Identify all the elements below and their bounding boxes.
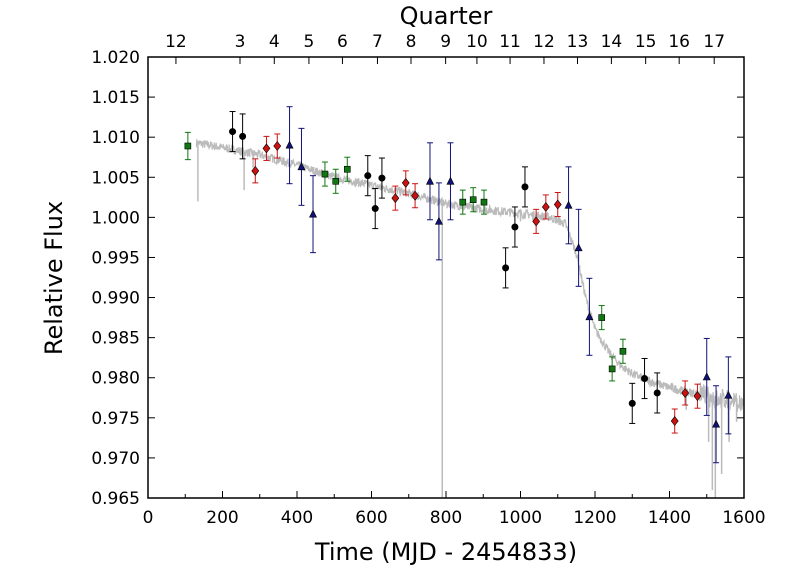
data-point-triangle — [585, 312, 594, 321]
y-tick-label: 0.965 — [91, 489, 140, 509]
data-point-triangle — [724, 390, 733, 399]
quarter-label: 15 — [635, 32, 657, 52]
x-tick-label: 1200 — [573, 508, 616, 528]
data-point-triangle — [297, 162, 306, 171]
quarter-label: 3 — [235, 32, 246, 52]
data-point-circle — [239, 132, 247, 140]
data-point-triangle — [309, 209, 318, 218]
light-curve — [195, 139, 744, 412]
quarter-label: 10 — [466, 32, 488, 52]
y-tick-label: 1.015 — [91, 88, 140, 108]
y-tick-label: 0.985 — [91, 329, 140, 349]
data-point-circle — [378, 174, 386, 182]
data-point-square — [469, 196, 477, 204]
data-point-circle — [371, 205, 379, 213]
data-point-triangle — [712, 419, 721, 428]
x-tick-label: 1600 — [722, 508, 765, 528]
y-tick-label: 1.010 — [91, 128, 140, 148]
data-point-triangle — [564, 200, 573, 209]
data-point-circle — [641, 375, 649, 383]
data-point-square — [480, 198, 488, 206]
quarter-label: 13 — [567, 32, 589, 52]
data-point-diamond — [681, 387, 690, 398]
data-point-triangle — [425, 176, 434, 185]
quarter-label: 6 — [337, 32, 348, 52]
x-tick-label: 1400 — [648, 508, 691, 528]
y-tick-label: 0.995 — [91, 248, 140, 268]
y-tick-label: 1.005 — [91, 168, 140, 188]
data-point-diamond — [391, 193, 400, 204]
quarter-label: 11 — [499, 32, 521, 52]
data-point-triangle — [446, 176, 455, 185]
data-point-square — [343, 165, 351, 173]
y-tick-label: 0.980 — [91, 369, 140, 389]
data-point-diamond — [262, 143, 271, 154]
data-point-circle — [511, 223, 519, 231]
data-point-diamond — [273, 141, 282, 151]
y-tick-label: 0.990 — [91, 289, 140, 309]
data-point-triangle — [285, 140, 294, 149]
data-point-diamond — [693, 391, 702, 402]
quarter-label: 14 — [601, 32, 623, 52]
y-tick-label: 0.975 — [91, 409, 140, 429]
data-point-triangle — [574, 243, 583, 252]
quarter-label: 5 — [304, 32, 315, 52]
data-point-diamond — [401, 177, 410, 188]
data-point-square — [332, 177, 340, 185]
y-tick-label: 0.970 — [91, 449, 140, 469]
x-tick-label: 1000 — [499, 508, 542, 528]
quarter-label: 17 — [703, 32, 725, 52]
quarter-label: 7 — [372, 32, 383, 52]
quarter-label: 4 — [269, 32, 280, 52]
x-tick-label: 200 — [206, 508, 238, 528]
data-point-circle — [521, 183, 529, 191]
quarter-label: 8 — [406, 32, 417, 52]
x-tick-label: 600 — [355, 508, 387, 528]
data-point-square — [598, 314, 606, 321]
data-point-triangle — [702, 372, 711, 381]
data-point-circle — [653, 389, 661, 397]
x-axis-label: Time (MJD - 2454833) — [314, 538, 577, 566]
data-point-square — [459, 198, 467, 206]
data-point-circle — [502, 264, 510, 272]
quarter-label: 12 — [165, 32, 187, 52]
data-point-triangle — [434, 216, 443, 225]
data-point-circle — [364, 172, 372, 180]
data-point-diamond — [532, 216, 541, 227]
x-tick-label: 0 — [143, 508, 154, 528]
x-tick-label: 800 — [430, 508, 462, 528]
data-point-circle — [628, 399, 636, 407]
data-point-square — [619, 347, 627, 355]
data-point-diamond — [251, 165, 260, 176]
quarter-label: 16 — [668, 32, 690, 52]
y-axis-label: Relative Flux — [40, 201, 68, 355]
data-point-square — [608, 365, 616, 373]
plot-frame — [147, 56, 745, 499]
quarter-label: 9 — [440, 32, 451, 52]
data-point-square — [184, 142, 192, 150]
data-point-diamond — [541, 201, 550, 212]
y-tick-label: 1.020 — [91, 48, 140, 68]
x-tick-label: 400 — [281, 508, 313, 528]
data-point-diamond — [553, 199, 562, 210]
data-point-square — [321, 170, 329, 178]
data-point-circle — [229, 128, 237, 136]
data-point-diamond — [670, 416, 679, 427]
quarter-label: 12 — [533, 32, 555, 52]
y-tick-label: 1.000 — [91, 208, 140, 228]
top-axis-label: Quarter — [400, 2, 493, 30]
data-point-diamond — [411, 190, 419, 201]
